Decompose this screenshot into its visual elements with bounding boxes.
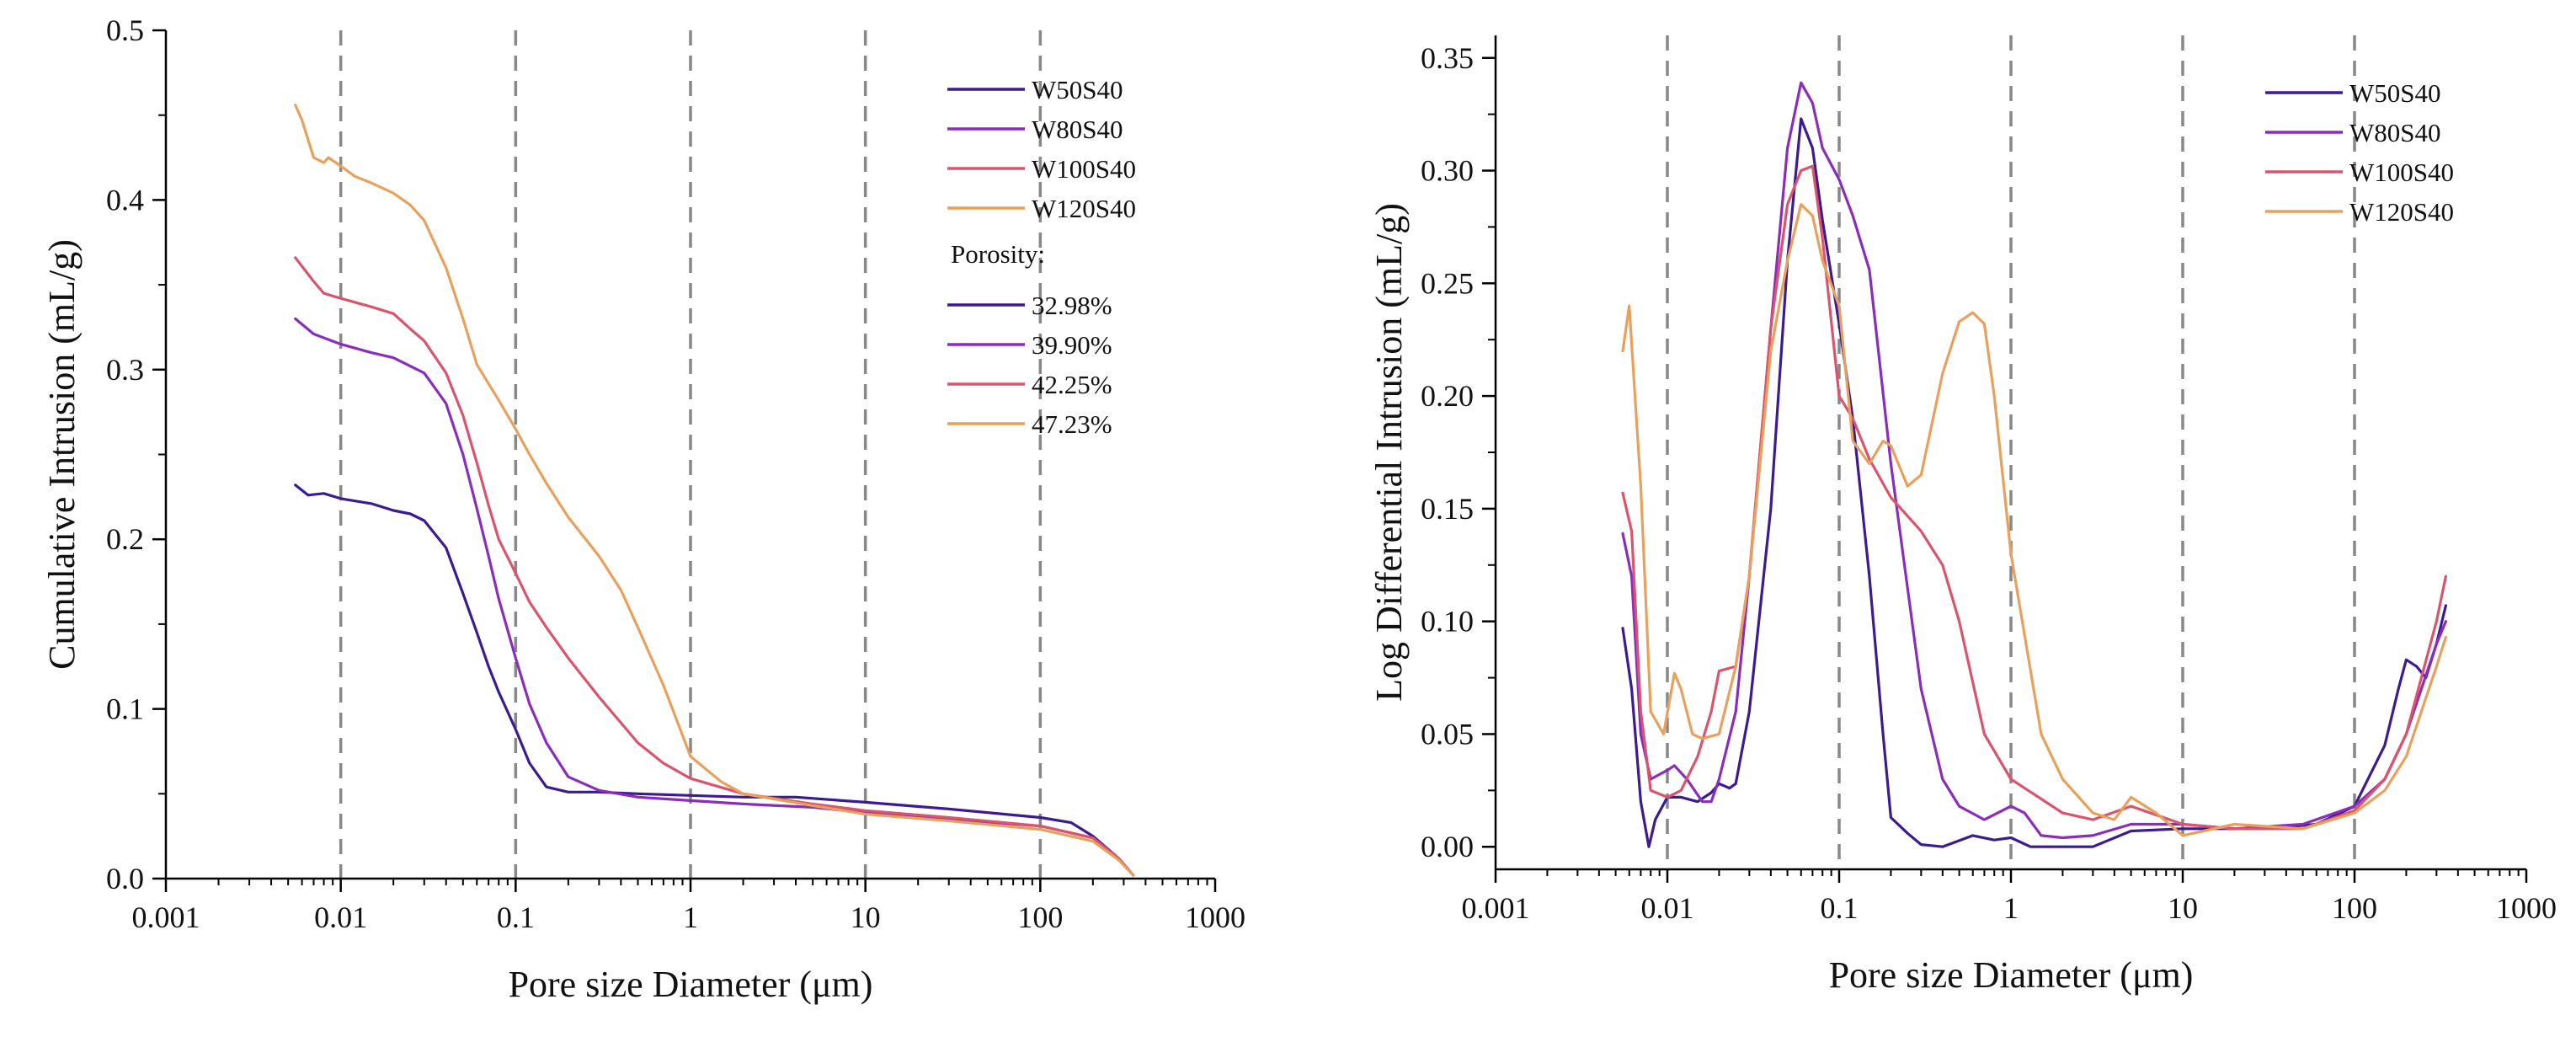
- legend-label: W120S40: [1032, 194, 1136, 223]
- porosity-label: 39.90%: [1032, 330, 1112, 360]
- legend-label: W100S40: [1032, 154, 1136, 184]
- porosity-label: 32.98%: [1032, 291, 1112, 320]
- y-tick-label: 0.00: [1421, 830, 1474, 863]
- y-tick-label: 0.35: [1421, 41, 1474, 75]
- x-tick-label: 10: [851, 900, 881, 934]
- y-tick-label: 0.15: [1421, 492, 1474, 526]
- y-tick-label: 0.20: [1421, 379, 1474, 413]
- y-axis-title: Cumulative Intrusion (mL/g): [41, 239, 83, 670]
- x-tick-label: 0.001: [132, 900, 200, 934]
- y-tick-label: 0.5: [106, 13, 144, 47]
- legend-label: W100S40: [2349, 158, 2454, 187]
- y-tick-label: 0.4: [106, 183, 144, 216]
- cumulative-intrusion-chart: 0.001 0.01 0.1 1 10 100 1000 0.0 0.1 0.2 0.3 0.4 0.5…: [41, 13, 1245, 1005]
- x-tick-label: 100: [2332, 891, 2377, 925]
- x-tick-label: 0.01: [1641, 891, 1694, 925]
- y-tick-label: 0.0: [106, 862, 144, 895]
- y-tick-label: 0.25: [1421, 266, 1474, 300]
- x-tick-label: 0.1: [1821, 891, 1859, 925]
- series-line-w120s40: [294, 104, 1135, 877]
- y-tick-label: 0.05: [1421, 717, 1474, 751]
- porosity-label: 47.23%: [1032, 409, 1112, 439]
- series-line-w100s40: [1621, 164, 2447, 831]
- x-axis-title: Pore size Diameter (μm): [509, 964, 873, 1005]
- y-tick-label: 0.10: [1421, 605, 1474, 639]
- log-differential-intrusion-chart: 0.001 0.01 0.1 1 10 100 1000 0.00 0.05 0.10 0.15 0.…: [1368, 35, 2557, 996]
- legend-label: W50S40: [2349, 78, 2441, 108]
- x-tick-label: 1000: [2496, 891, 2557, 925]
- x-tick-label: 0.1: [497, 900, 535, 934]
- legend-label: W80S40: [2349, 118, 2441, 147]
- y-tick-label: 0.1: [106, 692, 144, 726]
- x-tick-label: 10: [2168, 891, 2198, 925]
- series-line-w80s40: [294, 317, 1135, 877]
- x-axis-title: Pore size Diameter (μm): [1829, 954, 2194, 996]
- y-tick-label: 0.2: [106, 522, 144, 556]
- porosity-label: 42.25%: [1032, 370, 1112, 399]
- legend-label: W80S40: [1032, 115, 1123, 144]
- x-tick-label: 1: [683, 900, 698, 934]
- x-tick-label: 0.01: [314, 900, 367, 934]
- x-tick-label: 1000: [1185, 900, 1245, 934]
- x-tick-label: 0.001: [1462, 891, 1530, 925]
- series-line-w120s40: [1621, 203, 2447, 837]
- legend-label: W120S40: [2349, 197, 2454, 227]
- y-axis-title: Log Differential Intrusion (mL/g): [1368, 203, 1410, 702]
- series-line-w50s40: [294, 484, 1135, 877]
- y-tick-label: 0.30: [1421, 154, 1474, 188]
- x-tick-label: 1: [2003, 891, 2019, 925]
- y-tick-label: 0.3: [106, 353, 144, 387]
- legend-label: W50S40: [1032, 75, 1123, 104]
- porosity-title: Porosity:: [951, 239, 1045, 269]
- x-tick-label: 100: [1017, 900, 1063, 934]
- series-line-w50s40: [1621, 117, 2447, 848]
- series-line-w100s40: [294, 256, 1135, 877]
